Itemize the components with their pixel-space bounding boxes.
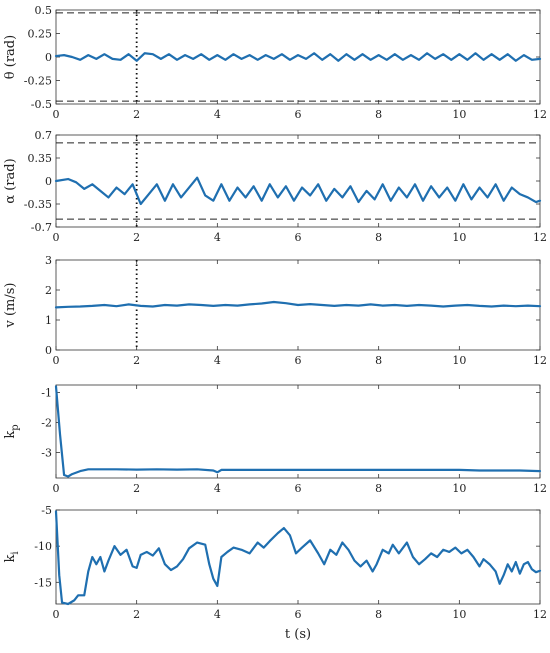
y-tick-label: -0.25	[24, 75, 52, 88]
y-axis-label: kp	[3, 424, 21, 438]
x-tick-label: 12	[533, 108, 547, 121]
subplot-4: 0 2 4 6 8 10 12 -1 -2 -3 kp	[3, 384, 547, 495]
y-tick-label: 0.35	[28, 152, 53, 165]
subplot-2: 0 2 4 6 8 10 12 0.7 0.35 0 -0.35 -0.7 α (rad)	[3, 129, 547, 244]
x-tick-label: 10	[452, 482, 466, 495]
subplot-1: 0 2 4 6 8 10 12 0.5 0.25 0 -0.25 -0.5 θ (rad)	[3, 4, 547, 121]
x-tick-label: 12	[533, 354, 547, 367]
y-tick-label: 0.7	[35, 129, 53, 142]
x-tick-label: 8	[375, 108, 382, 121]
x-tick-label: 6	[295, 608, 302, 621]
x-tick-label: 8	[375, 354, 382, 367]
y-tick-label: 2	[45, 284, 52, 297]
x-tick-label: 0	[53, 108, 60, 121]
x-tick-label: 6	[295, 354, 302, 367]
x-tick-label: 4	[214, 608, 221, 621]
x-tick-label: 10	[452, 608, 466, 621]
x-tick-label: 2	[133, 608, 140, 621]
x-tick-label: 2	[133, 354, 140, 367]
y-tick-label: -10	[34, 540, 52, 553]
y-tick-label: 1	[45, 314, 52, 327]
x-tick-label: 2	[133, 231, 140, 244]
x-tick-label: 12	[533, 608, 547, 621]
subplot-5: 0 2 4 6 8 10 12 -5 -10 -15 ki t (s)	[3, 504, 547, 642]
x-tick-label: 10	[452, 231, 466, 244]
axes-frame	[55, 134, 541, 228]
x-tick-label: 8	[375, 608, 382, 621]
y-tick-label: -1	[41, 387, 52, 400]
y-tick-label: 0	[45, 51, 52, 64]
series-line	[54, 52, 542, 62]
series-line	[54, 385, 542, 478]
x-tick-label: 6	[295, 231, 302, 244]
x-tick-label: 2	[133, 108, 140, 121]
y-tick-label: -3	[41, 447, 52, 460]
y-tick-label: -15	[34, 576, 52, 589]
x-tick-label: 0	[53, 231, 60, 244]
x-tick-label: 10	[452, 108, 466, 121]
series-line	[54, 510, 542, 606]
y-axis-label: α (rad)	[3, 158, 18, 203]
y-axis-label: θ (rad)	[3, 35, 18, 79]
axes-frame	[55, 384, 541, 479]
y-tick-label: -0.35	[24, 198, 52, 211]
series-line	[54, 176, 542, 206]
x-tick-label: 6	[295, 108, 302, 121]
y-tick-label: -2	[41, 417, 52, 430]
x-tick-label: 12	[533, 482, 547, 495]
y-tick-label: -0.5	[31, 98, 52, 111]
x-tick-label: 4	[214, 108, 221, 121]
x-tick-label: 4	[214, 231, 221, 244]
x-tick-label: 6	[295, 482, 302, 495]
y-axis-label: v (m/s)	[3, 283, 18, 329]
y-tick-label: 0	[45, 344, 52, 357]
x-tick-label: 0	[53, 608, 60, 621]
y-tick-label: 0.25	[28, 28, 53, 41]
x-tick-label: 10	[452, 354, 466, 367]
y-tick-label: 3	[45, 254, 52, 267]
y-tick-label: -0.7	[31, 221, 52, 234]
y-tick-label: 0.5	[35, 4, 53, 17]
y-tick-label: -5	[41, 504, 52, 517]
x-tick-label: 0	[53, 354, 60, 367]
x-axis-label: t (s)	[285, 627, 311, 642]
axes-frame	[55, 9, 541, 105]
x-tick-label: 0	[53, 482, 60, 495]
x-tick-label: 2	[133, 482, 140, 495]
series-line	[54, 300, 542, 309]
x-tick-label: 8	[375, 482, 382, 495]
x-tick-label: 4	[214, 354, 221, 367]
y-axis-label: ki	[3, 551, 21, 562]
x-tick-label: 12	[533, 231, 547, 244]
y-tick-label: 0	[45, 175, 52, 188]
x-tick-label: 8	[375, 231, 382, 244]
x-tick-label: 4	[214, 482, 221, 495]
